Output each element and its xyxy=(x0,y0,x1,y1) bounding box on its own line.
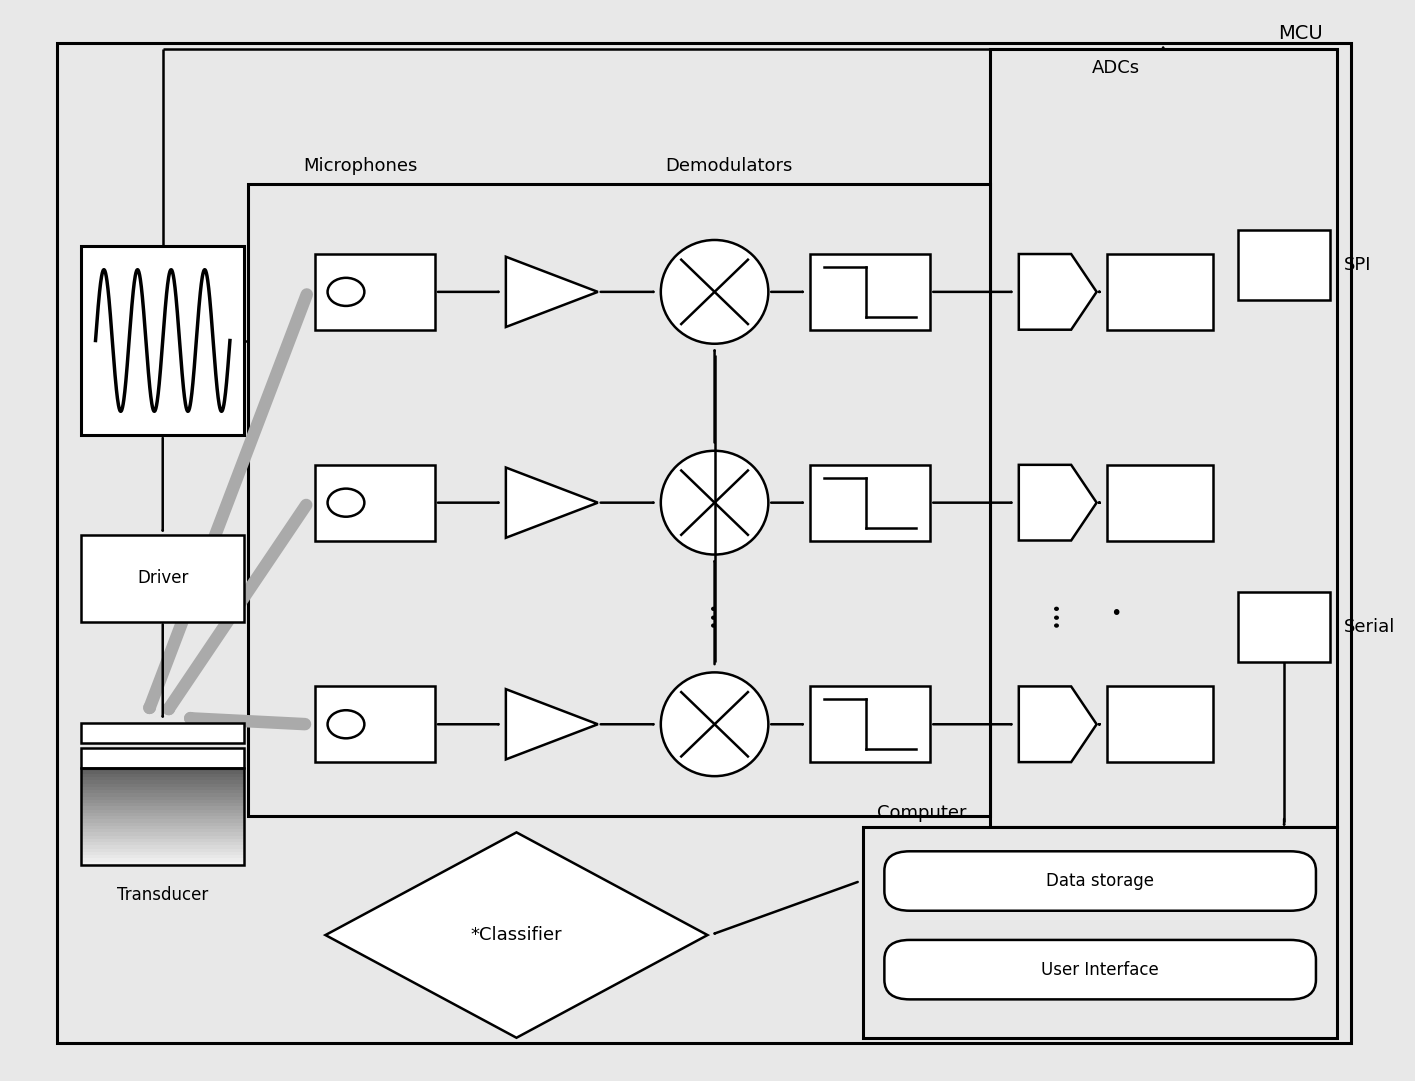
Bar xyxy=(81,835,245,839)
Bar xyxy=(81,822,245,826)
Text: Driver: Driver xyxy=(137,570,188,587)
Bar xyxy=(809,686,931,762)
Bar xyxy=(314,686,434,762)
Polygon shape xyxy=(507,467,597,537)
Ellipse shape xyxy=(661,240,768,344)
Bar xyxy=(1238,229,1330,299)
Text: Transducer: Transducer xyxy=(117,886,208,905)
Polygon shape xyxy=(507,690,597,759)
Bar xyxy=(81,831,245,836)
Text: *Classifier: *Classifier xyxy=(471,926,562,944)
Ellipse shape xyxy=(661,451,768,555)
Bar xyxy=(81,768,245,865)
Text: Demodulators: Demodulators xyxy=(665,157,792,175)
Bar xyxy=(81,786,245,790)
Text: Microphones: Microphones xyxy=(304,157,417,175)
Bar xyxy=(809,254,931,330)
Bar xyxy=(1107,254,1213,330)
Text: MCU: MCU xyxy=(1278,24,1323,43)
Bar xyxy=(81,805,245,810)
Bar xyxy=(81,812,245,816)
Text: Data storage: Data storage xyxy=(1046,872,1155,890)
Bar xyxy=(81,245,245,435)
Bar xyxy=(81,535,245,622)
Bar xyxy=(81,766,245,771)
Bar xyxy=(1107,465,1213,540)
Polygon shape xyxy=(325,832,708,1038)
Bar xyxy=(81,723,245,743)
Bar xyxy=(81,789,245,793)
Bar xyxy=(81,792,245,797)
Bar xyxy=(248,184,990,816)
Ellipse shape xyxy=(661,672,768,776)
Polygon shape xyxy=(1019,686,1097,762)
Bar xyxy=(81,773,245,777)
Polygon shape xyxy=(1019,465,1097,540)
Bar xyxy=(1238,592,1330,662)
Text: SPI: SPI xyxy=(1344,256,1371,273)
Bar xyxy=(314,254,434,330)
Bar xyxy=(809,465,931,540)
FancyBboxPatch shape xyxy=(884,939,1316,999)
Bar xyxy=(81,776,245,780)
Polygon shape xyxy=(507,257,597,326)
Bar xyxy=(314,465,434,540)
Text: •: • xyxy=(1109,604,1122,623)
FancyBboxPatch shape xyxy=(884,852,1316,910)
Text: User Interface: User Interface xyxy=(1041,961,1159,978)
Bar xyxy=(81,848,245,852)
Bar xyxy=(81,818,245,823)
Polygon shape xyxy=(1019,254,1097,330)
Bar xyxy=(81,779,245,784)
Bar xyxy=(81,854,245,858)
Bar xyxy=(81,809,245,813)
Bar xyxy=(81,857,245,862)
Bar xyxy=(81,802,245,806)
Bar xyxy=(1107,686,1213,762)
Bar xyxy=(81,828,245,832)
Bar xyxy=(81,838,245,842)
Text: ADCs: ADCs xyxy=(1091,59,1140,78)
Bar xyxy=(81,860,245,865)
Text: •••: ••• xyxy=(708,600,722,627)
Bar xyxy=(81,748,245,768)
Bar xyxy=(81,770,245,774)
Text: Serial: Serial xyxy=(1344,618,1395,636)
Text: •••: ••• xyxy=(1050,600,1065,627)
Bar xyxy=(81,783,245,787)
Bar xyxy=(81,825,245,829)
Bar xyxy=(81,796,245,800)
Bar xyxy=(81,844,245,849)
Bar xyxy=(81,851,245,855)
Bar xyxy=(863,827,1337,1038)
Text: Computer: Computer xyxy=(877,803,966,822)
Bar xyxy=(81,841,245,845)
Bar xyxy=(81,815,245,819)
Bar xyxy=(81,799,245,803)
Bar xyxy=(990,49,1337,827)
